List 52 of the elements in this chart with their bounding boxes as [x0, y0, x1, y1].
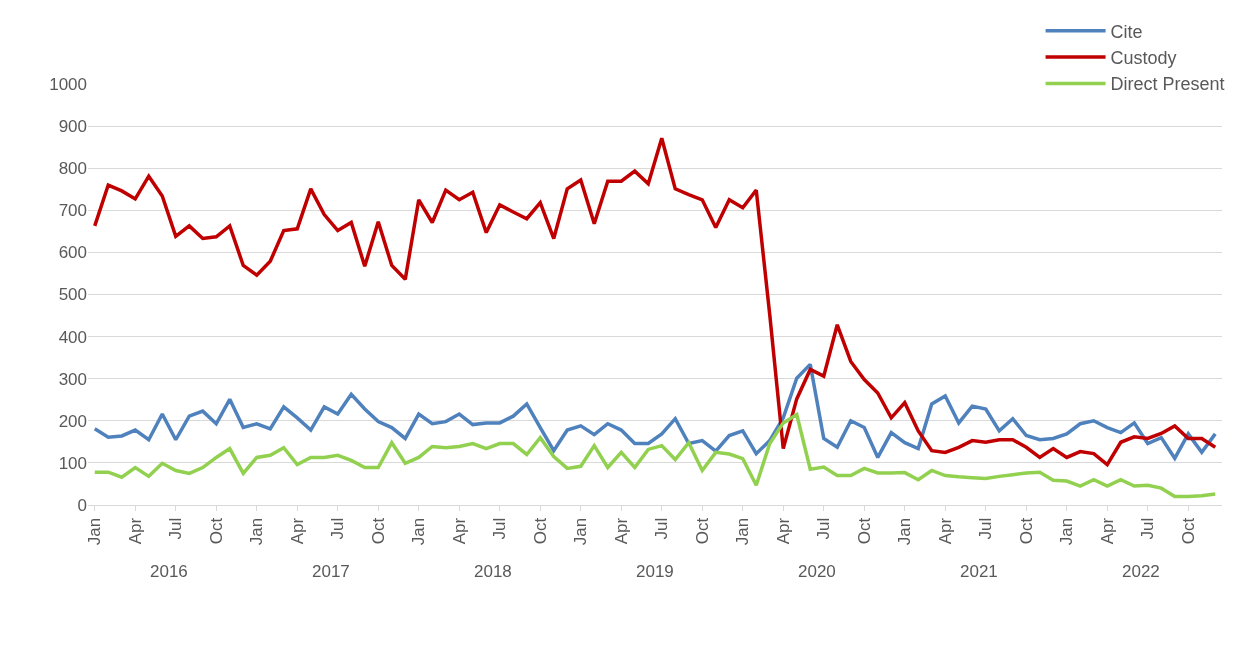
y-tick-label: 900: [58, 117, 87, 137]
text: 2021: [960, 562, 998, 581]
x-tick-label: Apr: [773, 517, 793, 545]
text: 2022: [1122, 562, 1160, 581]
y-tick-label: 200: [58, 411, 87, 431]
x-tick-label: Jul: [166, 517, 186, 540]
x-tick-label: Jul: [1138, 517, 1158, 540]
x-tick-label: Oct: [1016, 517, 1036, 545]
x-tick-label: Oct: [692, 517, 712, 545]
text: 2019: [636, 562, 674, 581]
x-tick-label: Oct: [1178, 517, 1198, 545]
y-tick-label: 500: [58, 285, 87, 305]
x-tick-label: Jul: [976, 517, 996, 540]
x-tick-label: Oct: [368, 517, 388, 545]
x-tick-label: Oct: [206, 517, 226, 545]
line-series: [93, 362, 1217, 461]
text: 2020: [798, 562, 836, 581]
x-tick-label: Jan: [571, 517, 591, 546]
x-tick-label: Apr: [611, 517, 631, 545]
legend-label: Custody: [1110, 48, 1177, 69]
x-tick-label: Jul: [814, 517, 834, 540]
x-tick-label: Apr: [1097, 517, 1117, 545]
x-tick-label: Apr: [449, 517, 469, 545]
y-tick-label: 100: [58, 453, 87, 473]
y-tick-label: 600: [58, 243, 87, 263]
y-tick-label: 0: [77, 495, 87, 515]
x-tick-label: Jan: [247, 517, 267, 546]
x-tick-label: Jan: [85, 517, 105, 546]
legend-label: Cite: [1110, 21, 1143, 42]
y-tick-label: 300: [58, 369, 87, 389]
x-tick-label: Oct: [530, 517, 550, 545]
y-tick-label: 700: [58, 201, 87, 221]
x-tick-label: Oct: [854, 517, 874, 545]
y-tick-label: 1000: [49, 74, 87, 94]
x-tick-label: Jul: [652, 517, 672, 540]
x-tick-label: Jan: [409, 517, 429, 546]
line-series: [93, 412, 1217, 499]
legend-label: Direct Present: [1110, 74, 1225, 95]
x-tick-label: Jan: [733, 517, 753, 546]
line-series: [93, 136, 1217, 467]
y-tick-label: 800: [58, 159, 87, 179]
x-tick-label: Jan: [895, 517, 915, 546]
x-tick-label: Jan: [1057, 517, 1077, 546]
text: 2016: [150, 562, 188, 581]
x-tick-label: Jul: [490, 517, 510, 540]
text: 2018: [474, 562, 512, 581]
x-tick-label: Apr: [935, 517, 955, 545]
x-tick-label: Jul: [328, 517, 348, 540]
text: 2017: [312, 562, 350, 581]
x-tick-label: Apr: [287, 517, 307, 545]
x-tick-label: Apr: [125, 517, 145, 545]
y-tick-label: 400: [58, 327, 87, 347]
